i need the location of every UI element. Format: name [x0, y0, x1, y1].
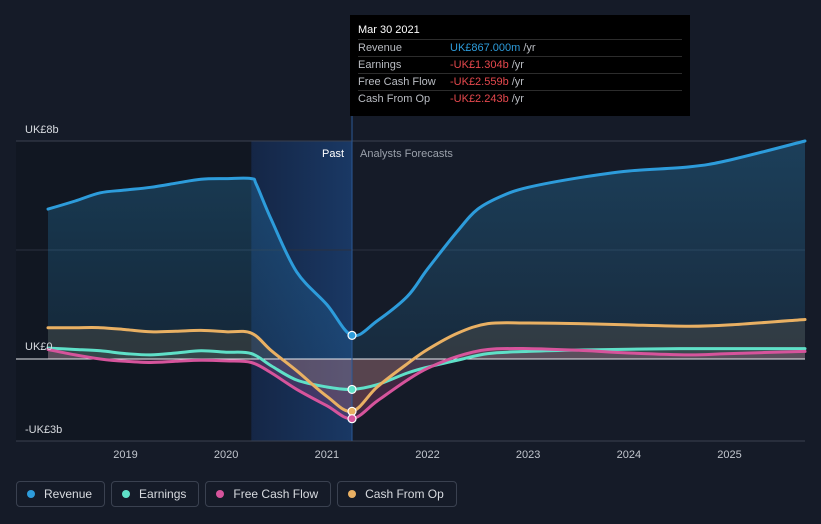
x-tick-label: 2024: [617, 449, 641, 461]
chart-legend: Revenue Earnings Free Cash Flow Cash Fro…: [16, 481, 457, 507]
x-tick-label: 2021: [315, 449, 339, 461]
past-label: Past: [322, 148, 344, 160]
x-tick-label: 2025: [717, 449, 741, 461]
legend-label: Earnings: [139, 487, 187, 501]
tooltip-row-earnings: Earnings -UK£1.304b /yr: [358, 56, 682, 73]
line-chart: UK£8b UK£0 -UK£3b 2019 2020 2021 2022 2023 2024 2…: [16, 116, 807, 461]
cash-from-op-dot-icon: [348, 490, 357, 498]
tooltip-unit: /yr: [511, 93, 524, 105]
tooltip-unit: /yr: [523, 42, 536, 54]
tooltip-unit: /yr: [511, 76, 524, 88]
legend-item-revenue[interactable]: Revenue: [16, 481, 106, 507]
area-earnings: [48, 348, 805, 390]
series-line-cash-from-op: [46, 318, 807, 413]
tooltip-label: Cash From Op: [358, 93, 431, 105]
marker-free-cash-flow: [347, 414, 357, 424]
tooltip-row-cash-from-op: Cash From Op -UK£2.243b /yr: [358, 90, 682, 107]
area-free-cash-flow: [48, 348, 805, 419]
tooltip-date: Mar 30 2021: [358, 24, 420, 36]
marker-earnings: [347, 384, 357, 395]
legend-item-earnings[interactable]: Earnings: [111, 481, 200, 507]
legend-label: Revenue: [44, 487, 93, 501]
series-line-revenue: [46, 139, 807, 338]
legend-label: Cash From Op: [365, 487, 444, 501]
x-tick-label: 2020: [214, 449, 238, 461]
tooltip-value: -UK£2.559b: [450, 76, 509, 88]
y-tick-label: UK£0: [25, 341, 53, 353]
tooltip-row-revenue: Revenue UK£867.000m /yr: [358, 39, 682, 56]
tooltip-label: Free Cash Flow: [358, 76, 436, 88]
tooltip-value: -UK£2.243b: [450, 93, 509, 105]
tooltip-row-free-cash-flow: Free Cash Flow -UK£2.559b /yr: [358, 73, 682, 90]
forecast-label: Analysts Forecasts: [360, 148, 453, 160]
tooltip-label: Revenue: [358, 42, 403, 54]
tooltip-unit: /yr: [511, 59, 524, 71]
earnings-dot-icon: [122, 490, 131, 498]
y-tick-label: UK£8b: [25, 124, 59, 136]
tooltip-label: Earnings: [358, 59, 402, 71]
marker-revenue: [347, 330, 357, 340]
series-line-free-cash-flow: [46, 346, 807, 421]
hover-tooltip: Mar 30 2021 Revenue UK£867.000m /yr Earn…: [350, 15, 690, 116]
revenue-dot-icon: [27, 490, 35, 498]
y-tick-label: -UK£3b: [25, 424, 62, 436]
legend-item-free-cash-flow[interactable]: Free Cash Flow: [205, 481, 332, 507]
x-tick-label: 2022: [415, 449, 439, 461]
area-revenue: [48, 141, 805, 359]
area-cash-from-op: [48, 319, 805, 412]
legend-item-cash-from-op[interactable]: Cash From Op: [337, 481, 457, 507]
tooltip-value: -UK£1.304b: [450, 59, 509, 71]
x-tick-label: 2019: [113, 449, 137, 461]
legend-label: Free Cash Flow: [233, 487, 319, 501]
free-cash-flow-dot-icon: [216, 490, 225, 498]
x-tick-label: 2023: [516, 449, 540, 461]
tooltip-value: UK£867.000m: [450, 42, 521, 54]
